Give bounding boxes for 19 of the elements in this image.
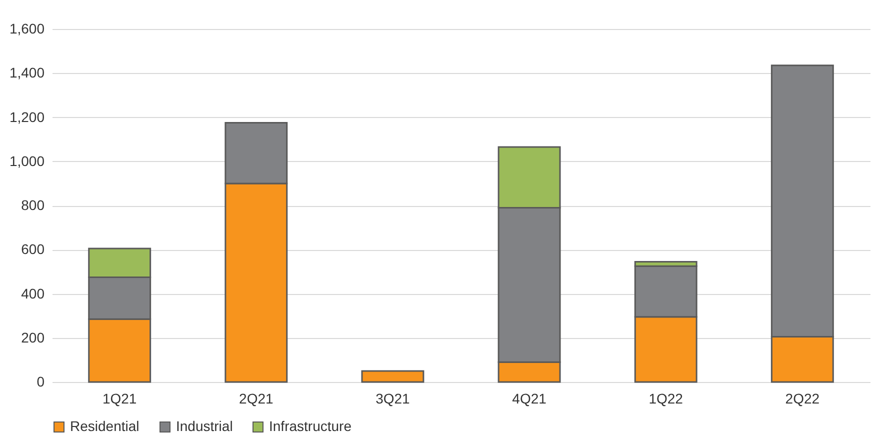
legend-label: Industrial (176, 418, 233, 434)
x-tick-label: 4Q21 (512, 390, 547, 406)
y-tick-label: 600 (21, 241, 45, 258)
y-tick-label: 1,000 (9, 152, 45, 169)
y-tick-label: 1,400 (9, 64, 45, 81)
x-tick-label: 2Q21 (239, 390, 274, 406)
bar (361, 370, 424, 383)
legend-label: Infrastructure (269, 418, 352, 434)
y-tick-label: 1,600 (9, 20, 45, 36)
y-tick-label: 400 (21, 285, 45, 302)
y-tick-label: 800 (21, 197, 45, 213)
x-tick-label: 1Q21 (102, 390, 137, 406)
x-tick-label: 1Q22 (648, 390, 684, 406)
y-tick-label: 0 (36, 374, 45, 390)
x-tick-label: 2Q22 (785, 390, 820, 406)
y-tick-label: 200 (21, 329, 45, 346)
x-tick-label: 3Q21 (376, 390, 410, 406)
y-tick-label: 1,200 (9, 108, 45, 125)
legend-label: Residential (70, 418, 140, 434)
